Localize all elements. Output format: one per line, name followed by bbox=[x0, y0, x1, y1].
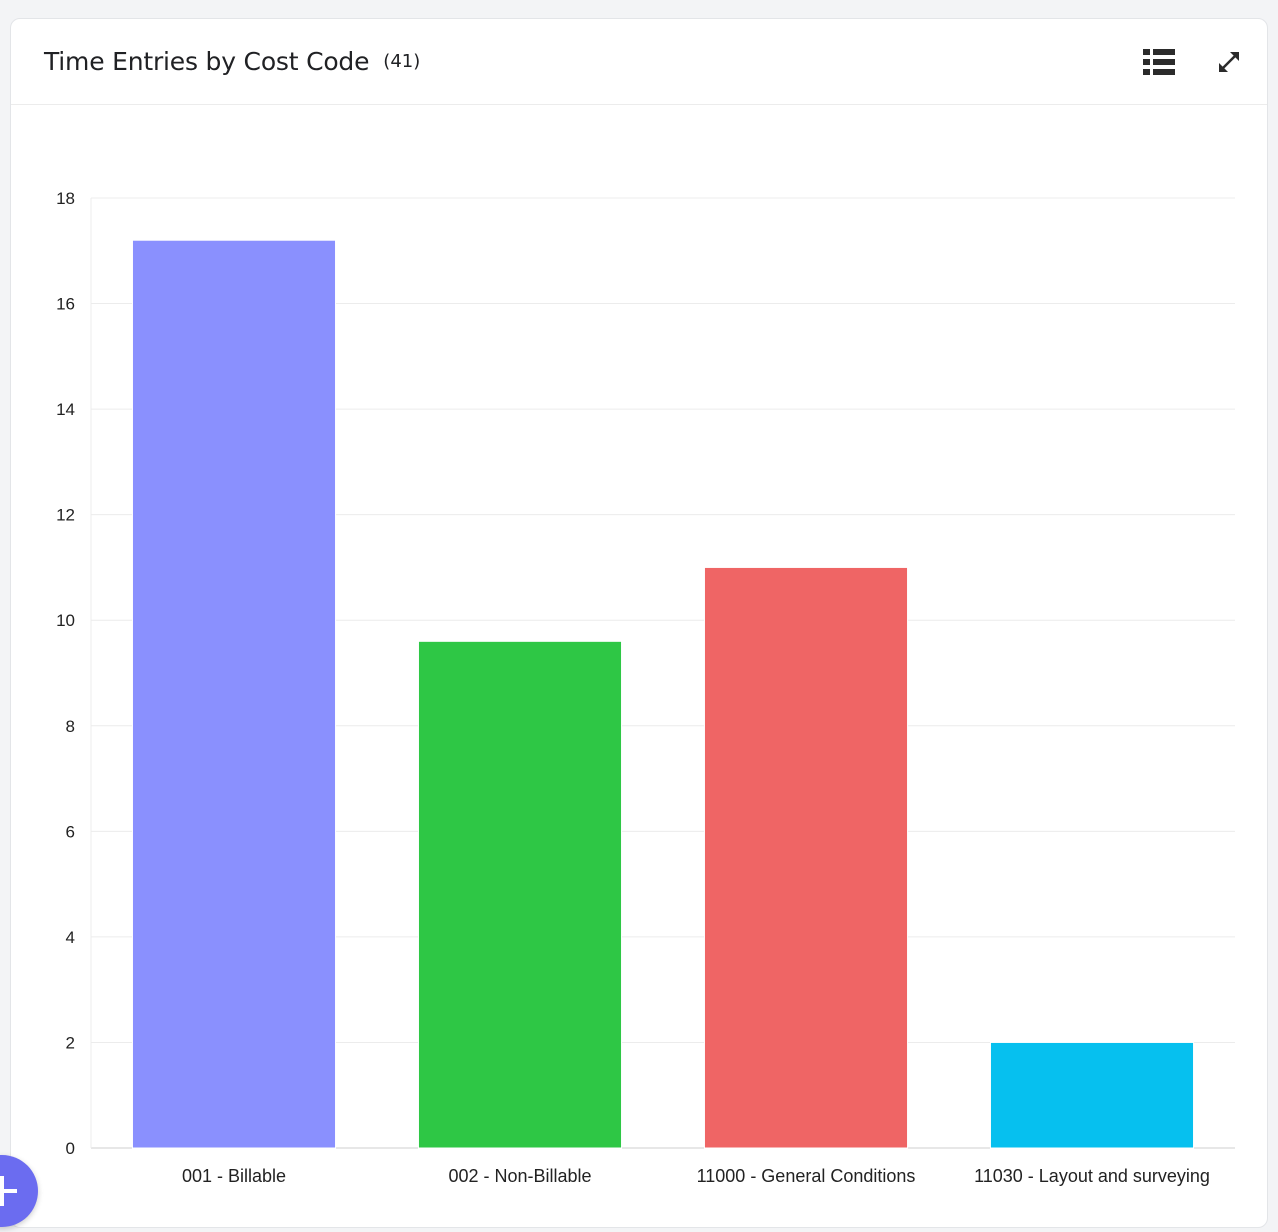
x-tick-label: 001 - Billable bbox=[182, 1166, 286, 1186]
y-tick-label: 14 bbox=[56, 400, 75, 419]
chart-card: Time Entries by Cost Code (41) bbox=[10, 18, 1268, 1228]
x-tick-label: 002 - Non-Billable bbox=[448, 1166, 591, 1186]
card-header: Time Entries by Cost Code (41) bbox=[11, 19, 1267, 105]
bar bbox=[989, 1041, 1195, 1149]
card-title: Time Entries by Cost Code bbox=[44, 47, 370, 76]
y-tick-label: 8 bbox=[66, 717, 75, 736]
bar-chart: 0 2 4 6 8 10 12 14 16 18 001 - Billable 002 - Non-B… bbox=[56, 189, 1235, 1186]
y-tick-label: 18 bbox=[56, 189, 75, 208]
y-tick-label: 16 bbox=[56, 295, 75, 314]
y-tick-label: 2 bbox=[66, 1033, 75, 1052]
y-tick-label: 0 bbox=[66, 1139, 75, 1158]
plus-icon bbox=[0, 1176, 17, 1206]
x-tick-label: 11000 - General Conditions bbox=[697, 1166, 916, 1186]
x-tick-label: 11030 - Layout and surveying bbox=[974, 1166, 1210, 1186]
y-tick-label: 6 bbox=[66, 822, 75, 841]
y-tick-label: 12 bbox=[56, 506, 75, 525]
bar bbox=[131, 239, 337, 1149]
list-view-icon bbox=[1143, 48, 1175, 75]
y-tick-label: 10 bbox=[56, 611, 75, 630]
bar bbox=[417, 640, 623, 1149]
entry-count: (41) bbox=[383, 51, 421, 72]
y-tick-label: 4 bbox=[66, 928, 75, 947]
list-view-button[interactable] bbox=[1141, 44, 1177, 80]
header-actions bbox=[1141, 44, 1247, 80]
expand-button[interactable] bbox=[1211, 44, 1247, 80]
expand-icon bbox=[1219, 51, 1239, 72]
bar bbox=[703, 566, 909, 1149]
